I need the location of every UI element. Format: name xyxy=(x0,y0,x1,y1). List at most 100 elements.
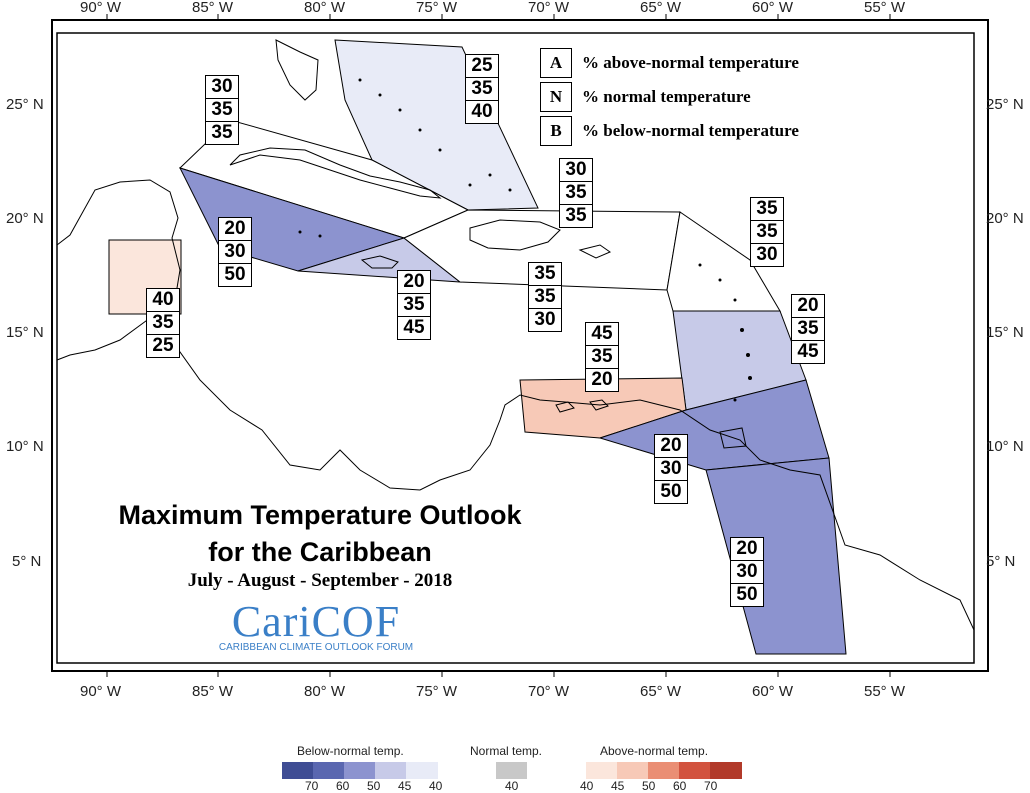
scale-swatch-above xyxy=(710,762,742,779)
coastlines xyxy=(56,39,975,631)
lon-label: 70° W xyxy=(528,683,570,700)
logo-subtitle: CARIBBEAN CLIMATE OUTLOOK FORUM xyxy=(218,642,414,653)
scale-above-label: Above-normal temp. xyxy=(600,744,709,758)
prob-normal: 30 xyxy=(218,240,252,264)
lon-label: 75° W xyxy=(416,0,458,16)
scale-swatch-below xyxy=(282,762,313,779)
scale-value: 60 xyxy=(336,779,350,793)
scale-swatch-below xyxy=(406,762,438,779)
caricof-logo: CariCOF CARIBBEAN CLIMATE OUTLOOK FORUM xyxy=(200,596,432,660)
prob-normal: 35 xyxy=(559,181,593,205)
lon-labels-bottom: 90° W 85° W 80° W 75° W 70° W 65° W 60° … xyxy=(80,683,906,700)
scale-swatch-below xyxy=(344,762,375,779)
prob-normal: 35 xyxy=(205,98,239,122)
scale-value: 50 xyxy=(642,779,656,793)
prob-below: 25 xyxy=(146,334,180,358)
legend-key-b: B xyxy=(540,116,572,146)
scale-swatch-normal xyxy=(496,762,527,779)
prob-normal: 30 xyxy=(654,457,688,481)
prob-above: 45 xyxy=(585,322,619,346)
lon-ticks xyxy=(106,14,891,677)
scale-value: 70 xyxy=(704,779,718,793)
lon-label: 60° W xyxy=(752,0,794,16)
legend-key-n: N xyxy=(540,82,572,112)
prob-below: 45 xyxy=(791,340,825,364)
lat-label: 5° N xyxy=(986,553,1015,570)
legend-text-normal: % normal temperature xyxy=(582,87,751,106)
scale-value: 60 xyxy=(673,779,687,793)
lon-label: 90° W xyxy=(80,0,122,16)
prob-above: 20 xyxy=(218,217,252,241)
legend-text-above: % above-normal temperature xyxy=(582,53,799,72)
scale-swatch-above xyxy=(586,762,617,779)
scale-swatch-below xyxy=(313,762,344,779)
prob-normal: 35 xyxy=(528,285,562,309)
prob-normal: 30 xyxy=(730,560,764,584)
prob-above: 25 xyxy=(465,54,499,78)
scale-swatch-below xyxy=(375,762,406,779)
lon-label: 80° W xyxy=(304,0,346,16)
prob-below: 50 xyxy=(654,480,688,504)
lon-label: 65° W xyxy=(640,683,682,700)
legend-key-a: A xyxy=(540,48,572,78)
prob-normal: 35 xyxy=(397,293,431,317)
lon-label: 65° W xyxy=(640,0,682,16)
lat-label: 25° N xyxy=(986,96,1024,113)
lat-label: 15° N xyxy=(6,324,44,341)
lon-label: 80° W xyxy=(304,683,346,700)
scale-below-label: Below-normal temp. xyxy=(297,744,404,758)
lat-label: 15° N xyxy=(986,324,1024,341)
legend-text-below: % below-normal temperature xyxy=(582,121,799,140)
lat-label: 25° N xyxy=(6,96,44,113)
scale-value: 40 xyxy=(505,779,519,793)
prob-below: 30 xyxy=(528,308,562,332)
prob-above: 30 xyxy=(559,158,593,182)
prob-above: 20 xyxy=(791,294,825,318)
scale-swatch-above xyxy=(679,762,710,779)
prob-below: 35 xyxy=(205,121,239,145)
lat-label: 10° N xyxy=(6,438,44,455)
lon-label: 60° W xyxy=(752,683,794,700)
scale-swatch-above xyxy=(617,762,648,779)
season-label: July - August - September - 2018 xyxy=(187,570,453,591)
prob-normal: 35 xyxy=(585,345,619,369)
prob-above: 20 xyxy=(654,434,688,458)
prob-normal: 35 xyxy=(465,77,499,101)
map-title: Maximum Temperature Outlook xyxy=(118,500,522,530)
lat-labels-left: 25° N 20° N 15° N 10° N 5° N xyxy=(6,96,44,570)
lon-label: 55° W xyxy=(864,683,906,700)
prob-normal: 35 xyxy=(146,311,180,335)
lat-label: 20° N xyxy=(986,210,1024,227)
scale-value: 45 xyxy=(611,779,625,793)
legend-row-above: A % above-normal temperature xyxy=(540,48,799,78)
scale-value: 70 xyxy=(305,779,319,793)
scale-swatch-above xyxy=(648,762,679,779)
legend-row-normal: N % normal temperature xyxy=(540,82,751,112)
lon-label: 85° W xyxy=(192,683,234,700)
legend-row-below: B % below-normal temperature xyxy=(540,116,799,146)
lon-labels-top: 90° W 85° W 80° W 75° W 70° W 65° W 60° … xyxy=(80,0,906,16)
scale-value: 40 xyxy=(580,779,594,793)
prob-normal: 35 xyxy=(791,317,825,341)
prob-below: 35 xyxy=(559,204,593,228)
logo-wordmark: CariCOF xyxy=(231,597,401,646)
lat-label: 10° N xyxy=(986,438,1024,455)
lat-label: 20° N xyxy=(6,210,44,227)
prob-below: 45 xyxy=(397,316,431,340)
prob-above: 20 xyxy=(730,537,764,561)
prob-below: 40 xyxy=(465,100,499,124)
prob-below: 20 xyxy=(585,368,619,392)
lon-label: 70° W xyxy=(528,0,570,16)
lat-labels-right: 25° N 20° N 15° N 10° N 5° N xyxy=(986,96,1024,570)
scale-value: 40 xyxy=(429,779,443,793)
lon-label: 55° W xyxy=(864,0,906,16)
scale-value: 50 xyxy=(367,779,381,793)
map-subtitle: for the Caribbean xyxy=(208,537,432,567)
scale-normal-label: Normal temp. xyxy=(470,744,543,758)
map-inner-frame xyxy=(56,32,975,664)
prob-above: 40 xyxy=(146,288,180,312)
small-islands xyxy=(298,78,752,402)
scale-value: 45 xyxy=(398,779,412,793)
prob-normal: 35 xyxy=(750,220,784,244)
